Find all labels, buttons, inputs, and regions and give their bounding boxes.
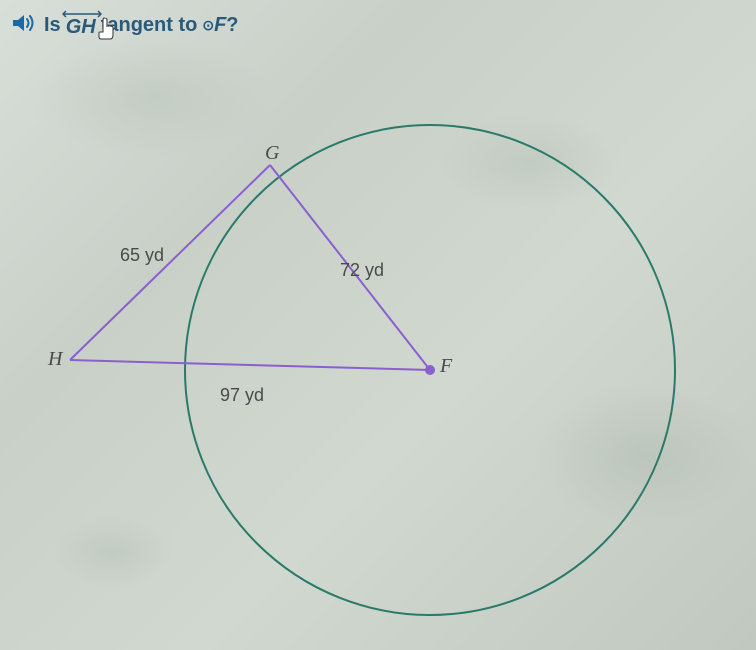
label-HF-length: 97 yd: [220, 385, 264, 406]
label-HG-length: 65 yd: [120, 245, 164, 266]
question-mid: tangent to: [101, 14, 198, 37]
label-G: G: [265, 142, 279, 165]
line-arrow-icon: [62, 10, 102, 18]
label-GF-length: 72 yd: [340, 260, 384, 281]
question-prefix: Is: [44, 14, 61, 37]
circle-F: ⊙F?: [202, 14, 238, 37]
line-GH: GH: [66, 12, 96, 39]
question-row: Is GH tangent to ⊙F?: [10, 10, 239, 41]
circle-symbol-icon: ⊙: [202, 17, 214, 34]
label-H: H: [48, 348, 62, 371]
question-text: Is GH tangent to ⊙F?: [44, 12, 239, 39]
diagram-svg: [40, 70, 720, 640]
geometry-diagram: G H F 65 yd 72 yd 97 yd: [40, 70, 720, 640]
edge-HF: [70, 360, 430, 370]
label-F: F: [440, 355, 452, 378]
speaker-icon[interactable]: [10, 10, 36, 41]
edge-HG: [70, 165, 270, 360]
point-F-dot: [425, 365, 435, 375]
